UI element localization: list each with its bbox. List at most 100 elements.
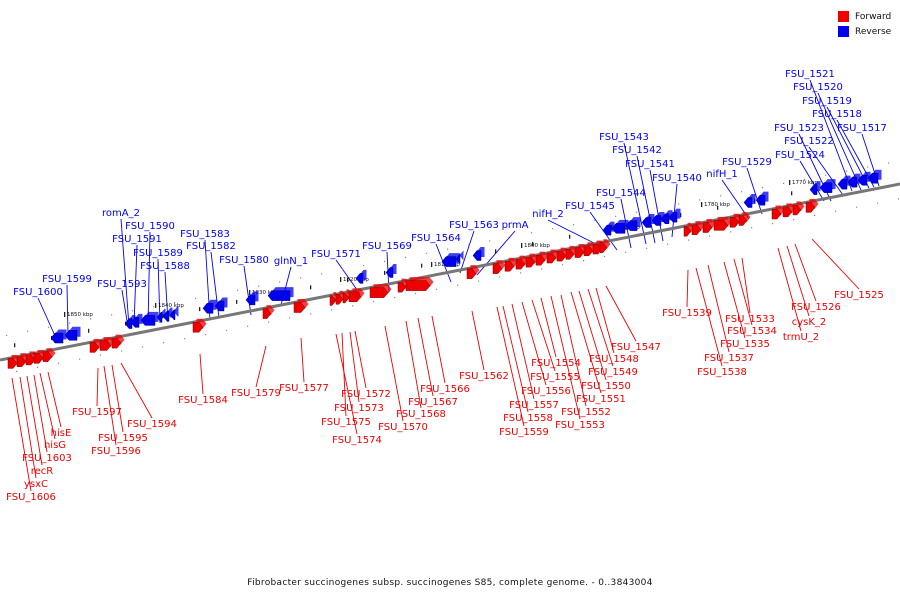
forward-gene-label: FSU_1575 xyxy=(321,417,371,428)
reverse-gene xyxy=(809,181,821,195)
forward-gene-label: hisG xyxy=(44,440,66,451)
reverse-gene xyxy=(140,311,159,326)
forward-gene-label: FSU_1573 xyxy=(334,403,384,414)
reverse-gene-label: FSU_1522 xyxy=(784,136,834,147)
reverse-gene xyxy=(625,217,641,231)
reverse-gene xyxy=(602,221,615,236)
reverse-gene xyxy=(837,175,851,190)
legend-reverse: Reverse xyxy=(838,24,891,39)
forward-gene-label: hisE xyxy=(51,428,72,439)
forward-gene-label: FSU_1526 xyxy=(791,302,841,313)
reverse-gene-label: FSU_1589 xyxy=(133,248,183,259)
scale-tick-label: 1820 kbp xyxy=(343,277,369,283)
forward-gene-label: FSU_1554 xyxy=(531,358,581,369)
reverse-gene-label: FSU_1520 xyxy=(793,82,843,93)
reverse-gene xyxy=(455,250,464,265)
forward-gene-label: FSU_1606 xyxy=(6,492,56,503)
reverse-gene-label: FSU_1590 xyxy=(125,221,175,232)
reverse-gene-label: FSU_1521 xyxy=(785,69,835,80)
scale-tick-label: 1850 kbp xyxy=(67,312,93,318)
forward-gene xyxy=(262,305,275,319)
forward-gene-label: FSU_1550 xyxy=(581,381,631,392)
reverse-gene xyxy=(743,194,756,208)
reverse-gene-label: FSU_1524 xyxy=(775,150,825,161)
forward-swatch xyxy=(838,11,849,22)
reverse-gene-label: romA_2 xyxy=(102,208,140,219)
reverse-gene-label: FSU_1593 xyxy=(97,279,147,290)
forward-gene-label: FSU_1552 xyxy=(561,407,611,418)
genome-backbone xyxy=(0,182,900,362)
reverse-gene-label: FSU_1518 xyxy=(812,109,862,120)
forward-gene-label: FSU_1595 xyxy=(98,433,148,444)
scale-tick-label: 1770 kbp xyxy=(792,180,818,186)
reverse-gene xyxy=(130,313,143,328)
caption: Fibrobacter succinogenes subsp. succinog… xyxy=(247,578,653,588)
legend: Forward Reverse xyxy=(838,9,891,39)
forward-gene-label: FSU_1568 xyxy=(396,409,446,420)
reverse-gene-label: FSU_1545 xyxy=(565,201,615,212)
forward-gene xyxy=(792,201,805,216)
reverse-swatch xyxy=(838,26,849,37)
reverse-gene-label: prmA xyxy=(502,220,529,231)
reverse-gene xyxy=(267,287,294,301)
reverse-gene-label: FSU_1541 xyxy=(625,159,675,170)
forward-gene-label: FSU_1603 xyxy=(22,453,72,464)
forward-gene-label: recR xyxy=(31,466,54,477)
forward-gene xyxy=(805,198,819,213)
reverse-gene xyxy=(472,247,485,261)
reverse-gene-label: FSU_1540 xyxy=(652,173,702,184)
forward-gene xyxy=(405,277,434,291)
forward-gene-label: FSU_1584 xyxy=(178,395,228,406)
reverse-gene xyxy=(857,171,871,186)
forward-gene-label: FSU_1557 xyxy=(509,400,559,411)
forward-gene-label: FSU_1566 xyxy=(420,384,470,395)
forward-gene-label: FSU_1597 xyxy=(72,407,122,418)
forward-gene-label: trmU_2 xyxy=(783,332,819,343)
forward-gene xyxy=(192,318,207,333)
reverse-gene-label: FSU_1583 xyxy=(180,229,230,240)
scale-tick-label: 1840 kbp xyxy=(158,303,184,309)
scale-tick-label: 1830 kbp xyxy=(252,290,278,296)
reverse-gene-label: FSU_1588 xyxy=(140,261,190,272)
reverse-gene xyxy=(202,299,217,314)
forward-gene-label: FSU_1547 xyxy=(611,342,661,353)
reverse-gene xyxy=(611,219,629,234)
legend-forward-label: Forward xyxy=(855,11,892,22)
reverse-gene-label: FSU_1563 xyxy=(449,220,499,231)
forward-gene-label: FSU_1556 xyxy=(521,386,571,397)
forward-gene xyxy=(702,219,716,233)
reverse-gene-label: FSU_1599 xyxy=(42,274,92,285)
reverse-gene xyxy=(755,191,769,206)
reverse-gene xyxy=(50,329,67,344)
reverse-gene-label: FSU_1571 xyxy=(311,249,361,260)
forward-gene xyxy=(535,251,549,266)
reverse-gene xyxy=(245,291,259,306)
forward-gene xyxy=(504,257,518,272)
forward-gene-label: FSU_1555 xyxy=(530,372,580,383)
forward-gene-label: FSU_1574 xyxy=(332,435,382,446)
reverse-gene-label: FSU_1544 xyxy=(596,188,646,199)
reverse-gene-label: FSU_1600 xyxy=(13,287,63,298)
forward-gene-label: FSU_1562 xyxy=(459,371,509,382)
reverse-gene-label: FSU_1529 xyxy=(722,157,772,168)
reverse-gene-label: FSU_1582 xyxy=(186,241,236,252)
reverse-gene xyxy=(169,306,179,321)
forward-gene xyxy=(466,265,480,279)
reverse-gene xyxy=(847,173,861,188)
scale-tick-label: 1800 kbp xyxy=(524,243,550,249)
forward-gene xyxy=(738,211,751,226)
forward-gene-label: FSU_1539 xyxy=(662,308,712,319)
forward-gene xyxy=(713,216,732,231)
reverse-gene xyxy=(385,264,397,278)
forward-gene xyxy=(599,239,611,253)
forward-gene-label: FSU_1572 xyxy=(341,389,391,400)
forward-gene xyxy=(111,334,125,349)
forward-gene-label: FSU_1558 xyxy=(503,413,553,424)
forward-gene-label: FSU_1579 xyxy=(231,388,281,399)
forward-gene xyxy=(293,299,309,313)
reverse-gene xyxy=(214,297,228,312)
reverse-gene-label: FSU_1569 xyxy=(362,241,412,252)
forward-gene-label: FSU_1533 xyxy=(725,314,775,325)
reverse-gene xyxy=(64,326,81,341)
